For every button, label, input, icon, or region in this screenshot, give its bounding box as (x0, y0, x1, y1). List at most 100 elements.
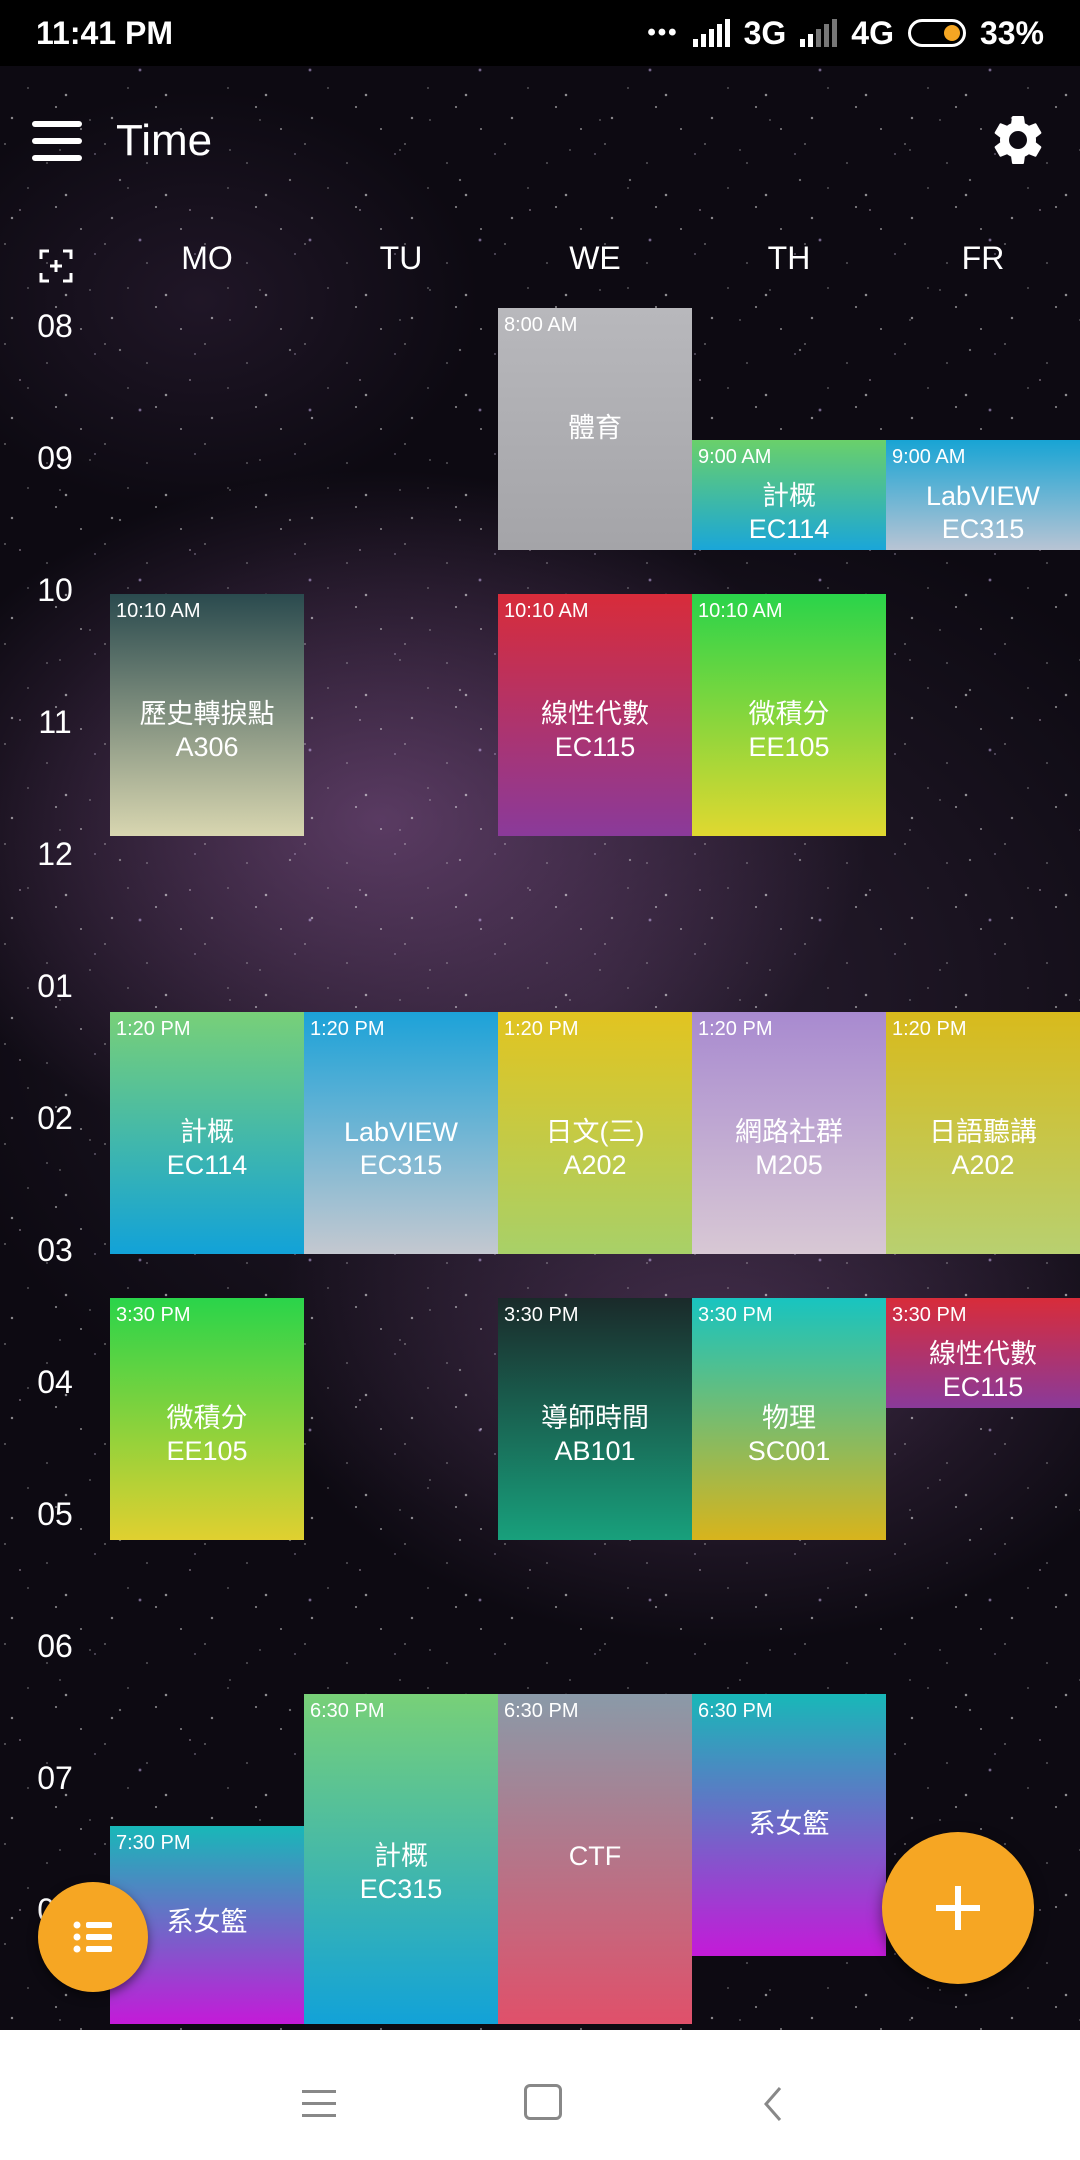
course-room: M205 (755, 1150, 823, 1180)
course-block-we-1010[interactable]: 10:10 AM 線性代數 EC115 (498, 594, 692, 836)
course-name: 系女籃 (166, 1907, 248, 1937)
day-header-tu: TU (379, 240, 423, 276)
course-room: EC315 (359, 1150, 443, 1180)
course-time: 1:20 PM (116, 1018, 191, 1040)
course-name: LabVIEW (343, 1117, 459, 1147)
course-room: EC315 (941, 514, 1025, 544)
course-time: 10:10 AM (698, 600, 783, 622)
course-room: SC001 (747, 1436, 831, 1466)
course-block-fr-1320[interactable]: 1:20 PM 日語聽講 A202 (886, 1012, 1080, 1254)
course-room: EC114 (748, 514, 830, 544)
hamburger-icon[interactable] (32, 121, 82, 161)
course-time: 3:30 PM (504, 1304, 579, 1326)
hour-label: 06 (37, 1628, 73, 1664)
battery-percent: 33% (979, 14, 1044, 51)
course-block-fr-1530[interactable]: 3:30 PM 線性代數 EC115 (886, 1298, 1080, 1408)
hour-label: 11 (38, 704, 72, 740)
course-name: 微積分 (166, 1403, 248, 1433)
course-name: 日語聽講 (929, 1117, 1037, 1147)
course-name: 微積分 (748, 699, 830, 729)
course-block-mo-1530[interactable]: 3:30 PM 微積分 EE105 (110, 1298, 304, 1540)
course-room: A306 (175, 732, 239, 762)
signal-icon-2 (800, 19, 838, 47)
day-header-th: TH (767, 240, 811, 276)
course-name: 系女籃 (748, 1809, 830, 1839)
course-block-fr-0900[interactable]: 9:00 AM LabVIEW EC315 (886, 440, 1080, 550)
course-name: LabVIEW (925, 481, 1041, 511)
status-time: 11:41 PM (36, 14, 173, 51)
course-block-we-1530[interactable]: 3:30 PM 導師時間 AB101 (498, 1298, 692, 1540)
course-room: EC315 (359, 1874, 443, 1904)
course-name: 歷史轉捩點 (139, 699, 275, 729)
network-4g: 4G (851, 14, 894, 51)
course-room: EE105 (748, 732, 830, 762)
course-block-th-1530[interactable]: 3:30 PM 物理 SC001 (692, 1298, 886, 1540)
course-block-th-1830[interactable]: 6:30 PM 系女籃 (692, 1694, 886, 1956)
recent-apps-icon[interactable] (302, 2090, 336, 2126)
course-name: 導師時間 (541, 1403, 649, 1433)
hour-label: 10 (37, 572, 73, 608)
hour-label: 08 (37, 308, 73, 344)
course-time: 3:30 PM (892, 1304, 967, 1326)
course-time: 3:30 PM (698, 1304, 773, 1326)
course-name: 日文(三) (545, 1117, 645, 1147)
course-time: 6:30 PM (504, 1700, 579, 1722)
course-block-mo-1320[interactable]: 1:20 PM 計概 EC114 (110, 1012, 304, 1254)
list-icon (73, 1921, 112, 1953)
course-time: 1:20 PM (892, 1018, 967, 1040)
course-room: EC115 (554, 732, 636, 762)
signal-icon (692, 19, 730, 47)
plus-icon (936, 1886, 980, 1930)
course-name: 物理 (762, 1403, 816, 1433)
course-time: 10:10 AM (116, 600, 201, 622)
day-header-we: WE (569, 240, 621, 276)
gear-icon[interactable] (988, 110, 1048, 170)
course-name: 線性代數 (929, 1339, 1037, 1369)
course-time: 3:30 PM (116, 1304, 191, 1326)
course-time: 10:10 AM (504, 600, 589, 622)
course-time: 6:30 PM (698, 1700, 773, 1722)
fit-screen-icon[interactable] (38, 248, 74, 284)
hour-label: 04 (37, 1364, 73, 1400)
more-icon: ••• (647, 19, 679, 46)
course-name: 計概 (180, 1117, 234, 1147)
course-block-we-1320[interactable]: 1:20 PM 日文(三) A202 (498, 1012, 692, 1254)
day-header-mo: MO (181, 240, 233, 276)
course-block-th-1010[interactable]: 10:10 AM 微積分 EE105 (692, 594, 886, 836)
course-time: 9:00 AM (698, 446, 772, 468)
course-block-mo-1010[interactable]: 10:10 AM 歷史轉捩點 A306 (110, 594, 304, 836)
home-icon[interactable] (524, 2084, 562, 2120)
course-name: 計概 (374, 1841, 428, 1871)
course-room: EC114 (166, 1150, 248, 1180)
status-bar: 11:41 PM ••• 3G 4G 33% (0, 0, 1080, 66)
hour-label: 07 (37, 1760, 73, 1796)
course-block-tu-1830[interactable]: 6:30 PM 計概 EC315 (304, 1694, 498, 2024)
course-block-th-0900[interactable]: 9:00 AM 計概 EC114 (692, 440, 886, 550)
course-name: 網路社群 (735, 1117, 843, 1147)
page-title: Time (116, 116, 213, 165)
course-block-th-1320[interactable]: 1:20 PM 網路社群 M205 (692, 1012, 886, 1254)
course-room: A202 (951, 1150, 1015, 1180)
hour-label: 05 (37, 1496, 73, 1532)
course-room: A202 (563, 1150, 627, 1180)
add-course-button[interactable] (882, 1832, 1034, 1984)
course-name: 計概 (762, 481, 816, 511)
course-block-we-1830[interactable]: 6:30 PM CTF (498, 1694, 692, 2024)
back-icon[interactable] (758, 2084, 788, 2124)
battery-icon (907, 19, 966, 47)
course-time: 1:20 PM (504, 1018, 579, 1040)
course-time: 7:30 PM (116, 1832, 191, 1854)
course-time: 1:20 PM (310, 1018, 385, 1040)
course-block-tu-1320[interactable]: 1:20 PM LabVIEW EC315 (304, 1012, 498, 1254)
list-button[interactable] (38, 1882, 148, 1992)
course-room: AB101 (554, 1436, 636, 1466)
course-name: 線性代數 (541, 699, 649, 729)
hour-label: 01 (37, 968, 73, 1004)
course-room: EC115 (942, 1372, 1024, 1402)
course-time: 8:00 AM (504, 314, 578, 336)
app-bar: Time (0, 66, 1080, 216)
course-block-we-0800[interactable]: 8:00 AM 體育 (498, 308, 692, 550)
day-header-fr: FR (961, 240, 1005, 276)
course-time: 1:20 PM (698, 1018, 773, 1040)
hour-label: 03 (37, 1232, 73, 1268)
